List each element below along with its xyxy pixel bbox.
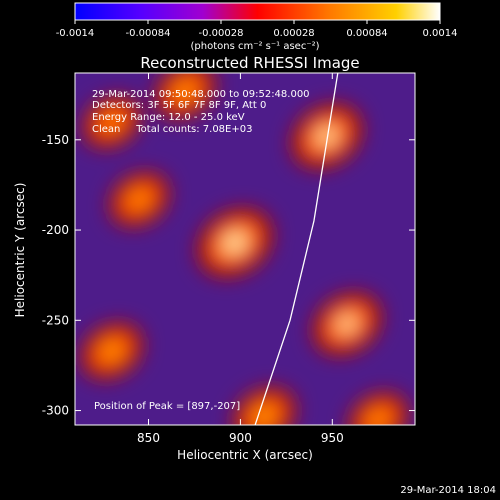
emission-source bbox=[82, 95, 141, 149]
colorbar-gradient bbox=[74, 2, 441, 21]
info-line-clean: Clean Total counts: 7.08E+03 bbox=[92, 124, 252, 135]
colorbar-tick-label: 0.00084 bbox=[346, 28, 387, 39]
info-line-energy: Energy Range: 12.0 - 25.0 keV bbox=[92, 112, 245, 123]
plot-area: 850 900 950 -150 -200 -250 -300 bbox=[42, 72, 416, 445]
emission-source bbox=[109, 171, 170, 227]
emission-source bbox=[154, 73, 216, 120]
colorbar-unit-label: (photons cm⁻² s⁻¹ asec⁻²) bbox=[190, 41, 319, 52]
emission-source bbox=[348, 392, 409, 425]
y-tick-label: -200 bbox=[42, 223, 69, 237]
emission-source bbox=[232, 386, 297, 425]
colorbar-tick-label: -0.0014 bbox=[56, 28, 95, 39]
colorbar: -0.0014 -0.00084 -0.00028 0.00028 0.00084 0.0… bbox=[56, 2, 458, 52]
y-tick-label: -150 bbox=[42, 133, 69, 147]
render-timestamp: 29-Mar-2014 18:04 bbox=[400, 485, 496, 496]
x-tick-label: 950 bbox=[321, 431, 344, 445]
y-tick-label: -250 bbox=[42, 313, 69, 327]
colorbar-tick-label: 0.00028 bbox=[273, 28, 314, 39]
solar-limb-line bbox=[254, 73, 339, 425]
emission-source bbox=[196, 208, 273, 278]
emission-source bbox=[80, 322, 143, 380]
emission-source bbox=[291, 103, 363, 169]
info-line-detectors: Detectors: 3F 5F 6F 7F 8F 9F, Att 0 bbox=[92, 100, 266, 111]
axis-ticks: 850 900 950 -150 -200 -250 -300 bbox=[42, 73, 415, 445]
x-tick-label: 900 bbox=[229, 431, 252, 445]
colorbar-ticks: -0.0014 -0.00084 -0.00028 0.00028 0.00084 0.0… bbox=[56, 20, 458, 39]
colorbar-tick-label: -0.00084 bbox=[126, 28, 171, 39]
heatmap bbox=[80, 73, 409, 425]
colorbar-tick-label: 0.0014 bbox=[423, 28, 458, 39]
emission-source bbox=[312, 292, 382, 356]
x-tick-label: 850 bbox=[137, 431, 160, 445]
peak-position-label: Position of Peak = [897,-207] bbox=[94, 401, 240, 412]
info-block: 29-Mar-2014 09:50:48.000 to 09:52:48.000… bbox=[92, 89, 310, 135]
heatmap-sources bbox=[80, 73, 409, 425]
x-axis-label: Heliocentric X (arcsec) bbox=[177, 448, 313, 462]
info-line-time: 29-Mar-2014 09:50:48.000 to 09:52:48.000 bbox=[92, 89, 310, 100]
plot-frame bbox=[74, 72, 416, 426]
y-tick-label: -300 bbox=[42, 404, 69, 418]
colorbar-tick-label: -0.00028 bbox=[199, 28, 244, 39]
chart-title: Reconstructed RHESSI Image bbox=[140, 54, 359, 72]
y-axis-label: Heliocentric Y (arcsec) bbox=[13, 183, 27, 318]
